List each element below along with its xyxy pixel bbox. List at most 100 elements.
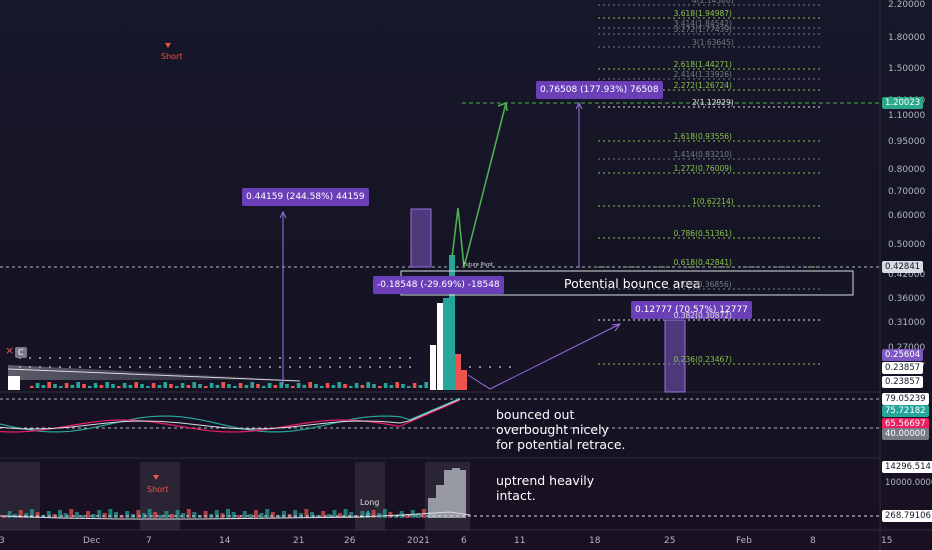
candle xyxy=(401,384,405,388)
candle xyxy=(30,386,34,388)
candle xyxy=(449,255,455,390)
time-tick-label: Feb xyxy=(736,536,752,546)
volume-bar xyxy=(237,515,242,518)
candle xyxy=(198,384,202,388)
candle xyxy=(244,385,249,388)
candle xyxy=(134,382,138,388)
volume-bar xyxy=(338,513,342,518)
rsi-panel[interactable] xyxy=(0,397,880,433)
price-tick-label: 1.50000 xyxy=(888,64,926,74)
candle xyxy=(337,382,341,388)
fib-level-label: 3.272(1.77439) xyxy=(673,25,732,34)
volume-bar xyxy=(86,511,90,518)
price-tag: 0.25604 xyxy=(882,349,924,361)
candle xyxy=(389,385,394,388)
dotted-support-levels xyxy=(19,357,511,368)
measure-label-3: -0.18548 (-29.69%) -18548 xyxy=(373,276,504,294)
volume-bar xyxy=(349,512,354,518)
fib-level-label: 1(0.62214) xyxy=(692,197,734,206)
time-tick-label: 26 xyxy=(344,536,356,546)
price-tag: 0.23857 xyxy=(882,376,924,388)
candle xyxy=(424,382,428,388)
volume-bar xyxy=(321,511,326,518)
candle xyxy=(256,384,260,388)
rsi-tag: 75.72182 xyxy=(882,405,929,417)
candle xyxy=(430,345,436,390)
volume-bar xyxy=(343,509,348,518)
price-tick-label: 0.70000 xyxy=(888,187,926,197)
volume-bar xyxy=(436,485,444,518)
volume-bar xyxy=(282,511,286,518)
rsi-tag: 40.00000 xyxy=(882,428,929,440)
candle xyxy=(64,383,69,388)
volume-bar xyxy=(46,511,51,518)
time-tick-label: 7 xyxy=(146,536,152,546)
c-marker-icon: C xyxy=(15,347,27,358)
volume-bar xyxy=(226,509,230,518)
candle xyxy=(41,385,46,388)
volume-bar xyxy=(214,510,219,518)
close-signal-icon[interactable]: × xyxy=(5,344,15,357)
fib-level-label: 3.618(1.94987) xyxy=(673,9,732,18)
candles xyxy=(8,255,467,390)
candle xyxy=(76,382,80,388)
candle xyxy=(250,382,254,388)
volume-ma-line xyxy=(0,511,471,520)
time-tick-label: 15 xyxy=(881,536,893,546)
volume-bar xyxy=(13,514,18,518)
candle xyxy=(128,385,133,388)
measure-arrows xyxy=(279,101,622,390)
price-tag: 0.23857 xyxy=(882,362,924,374)
volume-bar xyxy=(170,514,174,518)
candle xyxy=(285,384,289,388)
candle xyxy=(308,382,312,388)
candle xyxy=(35,383,40,388)
candle xyxy=(215,385,220,388)
short-marker-bottom xyxy=(153,475,159,480)
volume-note: uptrend heavily intact. xyxy=(496,473,594,503)
volume-bar xyxy=(18,510,23,518)
volume-tag: 268.79106 xyxy=(882,510,932,522)
price-tick-label: 1.80000 xyxy=(888,33,926,43)
fib-level-label: 2.414(1.33926) xyxy=(673,70,732,79)
volume-bar xyxy=(80,515,85,518)
candle xyxy=(233,386,237,388)
volume-panel[interactable] xyxy=(0,462,880,530)
fib-level-label: 3.414(1.84542) xyxy=(673,19,732,28)
fib-level-label: 0.786(0.51361) xyxy=(673,229,732,238)
short-label-bottom: Short xyxy=(147,485,169,494)
candle xyxy=(70,385,75,388)
volume-bar xyxy=(416,513,421,518)
volume-bar xyxy=(125,511,130,518)
fib-level-label: 4(2.14360) xyxy=(692,0,734,5)
candle xyxy=(180,383,185,388)
time-tick-label: 3 xyxy=(0,536,5,546)
candle xyxy=(8,376,20,390)
price-tag: 1.20023 xyxy=(882,97,924,109)
trend-line xyxy=(7,368,301,382)
volume-bar xyxy=(242,511,247,518)
candle xyxy=(93,383,98,388)
candle xyxy=(455,354,461,390)
candle xyxy=(407,386,411,388)
price-tick-label: 0.36000 xyxy=(888,294,926,304)
candle xyxy=(151,383,156,388)
short-marker-top xyxy=(165,43,171,48)
volume-note-line-1: uptrend heavily xyxy=(496,473,595,488)
volume-bar xyxy=(371,510,376,518)
candle xyxy=(146,386,150,388)
rsi-tag: 79.05239 xyxy=(882,393,929,405)
candle xyxy=(443,298,449,390)
volume-bar xyxy=(7,511,12,518)
volume-bar xyxy=(136,510,141,518)
long-marker xyxy=(365,510,371,515)
price-tag: 0.42841 xyxy=(882,261,924,273)
measure-label-2: 0.76508 (177.93%) 76508 xyxy=(536,81,663,99)
candle xyxy=(227,384,231,388)
fib-level-label: 1.618(0.93556) xyxy=(673,132,732,141)
volume-bar xyxy=(460,470,466,518)
